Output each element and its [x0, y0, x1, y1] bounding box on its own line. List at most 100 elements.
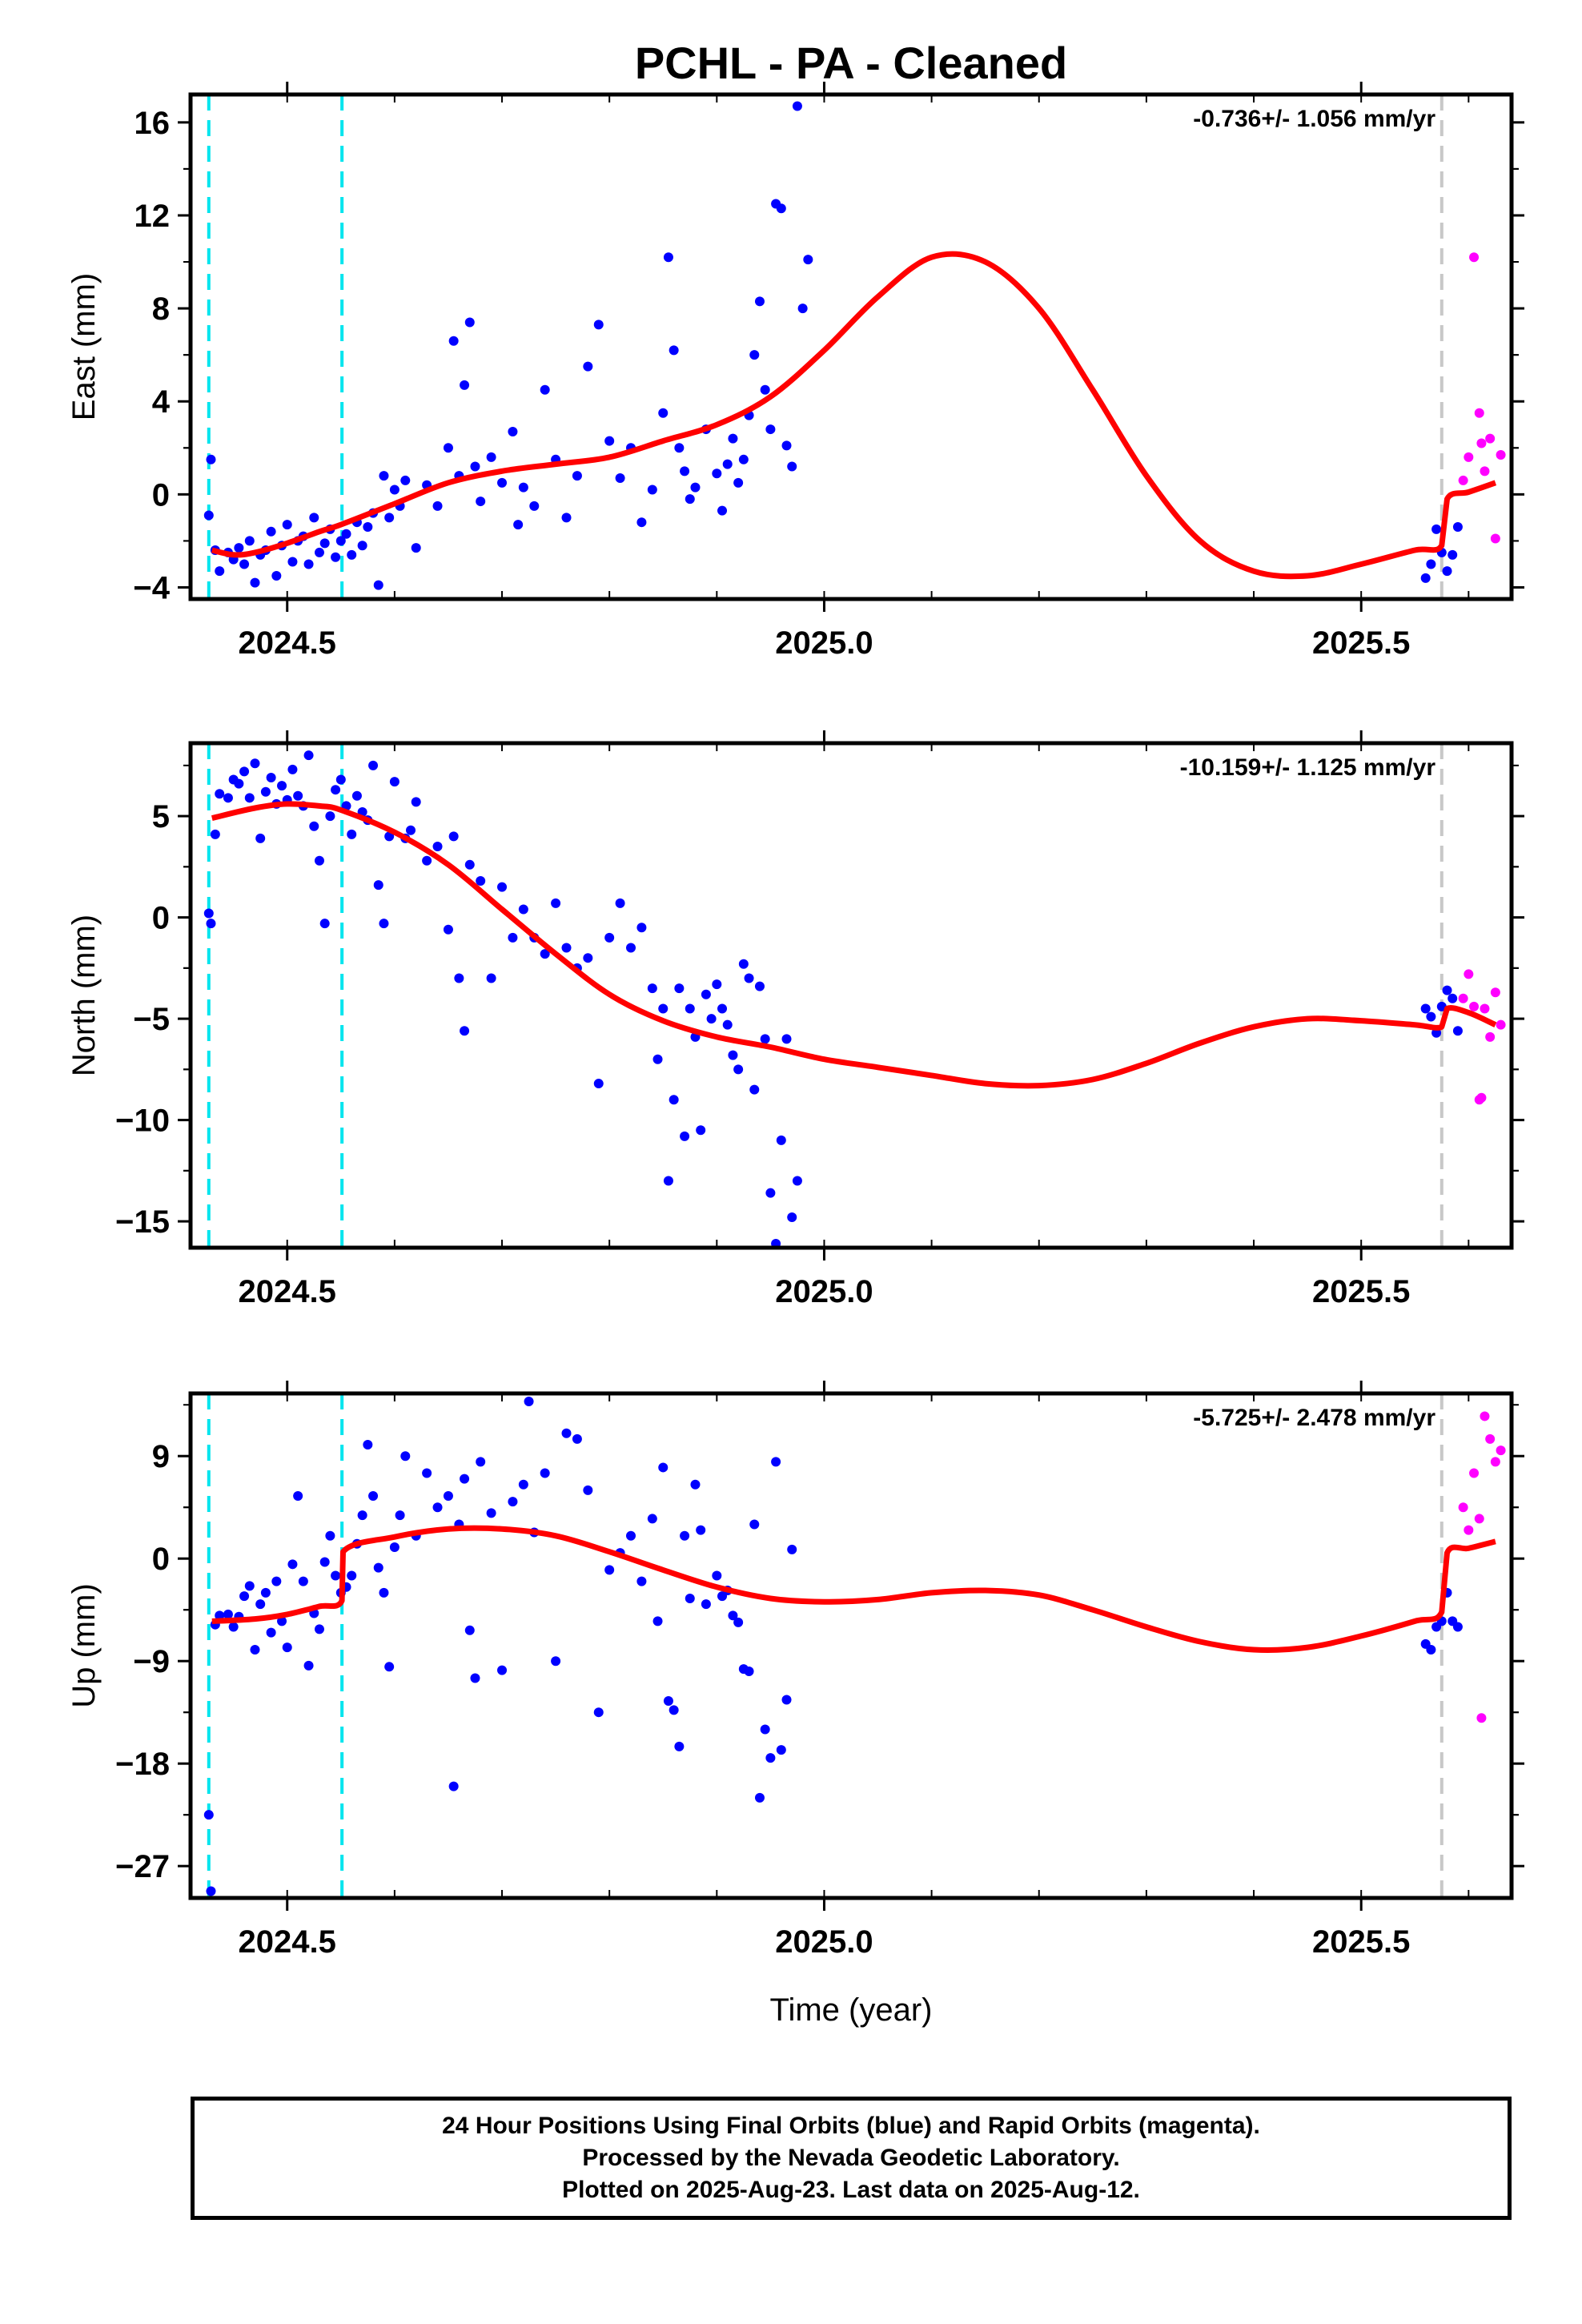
- final-orbit-point: [379, 919, 389, 929]
- final-orbit-point: [760, 1724, 770, 1735]
- final-orbit-point: [685, 494, 695, 505]
- final-orbit-point: [203, 1810, 214, 1820]
- rapid-orbit-point: [1485, 433, 1496, 444]
- final-orbit-point: [540, 1468, 550, 1478]
- model-fit-line: [211, 801, 1497, 1089]
- east-frame: [188, 92, 1514, 601]
- final-orbit-point: [508, 932, 518, 943]
- final-orbit-point: [497, 477, 508, 488]
- final-orbit-point: [529, 501, 540, 511]
- y-tick-label: 4: [152, 384, 171, 420]
- final-orbit-point: [760, 384, 770, 395]
- final-orbit-point: [486, 973, 496, 983]
- x-tick-label: 2025.5: [1312, 625, 1410, 661]
- final-orbit-point: [210, 829, 220, 839]
- final-orbit-point: [379, 1587, 389, 1598]
- up-y-axis-label: Up (mm): [66, 1583, 102, 1708]
- final-orbit-point: [728, 1610, 738, 1621]
- final-orbit-point: [680, 466, 690, 476]
- final-orbit-point: [395, 1510, 405, 1521]
- final-orbit-point: [448, 336, 459, 346]
- final-orbit-point: [486, 452, 496, 462]
- final-orbit-point: [384, 1662, 395, 1672]
- final-orbit-point: [347, 1570, 357, 1581]
- final-orbit-point: [486, 1508, 496, 1518]
- final-orbit-point: [765, 1753, 776, 1763]
- y-tick-label: −27: [115, 1849, 170, 1884]
- final-orbit-point: [432, 1502, 443, 1513]
- final-orbit-point: [389, 1542, 400, 1552]
- rapid-orbit-point: [1485, 1433, 1496, 1444]
- final-orbit-point: [615, 898, 625, 908]
- final-orbit-point: [722, 1019, 733, 1030]
- final-orbit-point: [744, 1666, 754, 1676]
- final-orbit-point: [771, 1457, 781, 1467]
- final-orbit-point: [658, 1462, 669, 1473]
- y-tick-label: −5: [133, 1002, 170, 1037]
- final-orbit-point: [293, 1490, 303, 1501]
- x-tick-label: 2025.0: [775, 625, 873, 661]
- final-orbit-point: [626, 943, 636, 953]
- north-plot-area: [203, 743, 1506, 1248]
- final-orbit-point: [432, 842, 443, 852]
- final-orbit-point: [712, 1570, 722, 1581]
- final-orbit-point: [309, 513, 319, 523]
- final-orbit-point: [266, 1627, 276, 1638]
- final-orbit-point: [508, 1497, 518, 1507]
- final-orbit-point: [411, 543, 421, 553]
- y-tick-label: −9: [133, 1644, 170, 1679]
- final-orbit-point: [303, 559, 314, 569]
- final-orbit-point: [776, 203, 786, 214]
- final-orbit-point: [293, 790, 303, 801]
- model-fit-line: [211, 251, 1497, 580]
- final-orbit-point: [733, 1617, 744, 1627]
- final-orbit-point: [583, 361, 593, 372]
- rapid-orbit-point: [1458, 1502, 1468, 1513]
- final-orbit-point: [347, 829, 357, 839]
- final-orbit-point: [460, 1026, 470, 1036]
- final-orbit-point: [357, 1510, 367, 1521]
- final-orbit-point: [1452, 522, 1463, 532]
- final-orbit-point: [1452, 1622, 1463, 1632]
- final-orbit-point: [733, 477, 744, 488]
- final-orbit-point: [287, 764, 298, 774]
- final-orbit-point: [754, 296, 765, 307]
- y-tick-label: −18: [115, 1747, 170, 1782]
- x-tick-label: 2025.0: [775, 1924, 873, 1960]
- final-orbit-point: [760, 1034, 770, 1044]
- final-orbit-point: [303, 1660, 314, 1671]
- rapid-orbit-point: [1476, 438, 1487, 448]
- final-orbit-point: [518, 482, 528, 493]
- final-orbit-point: [379, 471, 389, 481]
- final-orbit-point: [271, 1576, 282, 1586]
- rapid-orbit-point: [1496, 1445, 1506, 1456]
- final-orbit-point: [540, 949, 550, 959]
- final-orbit-point: [647, 983, 657, 994]
- final-orbit-point: [389, 485, 400, 495]
- final-orbit-point: [572, 471, 582, 481]
- final-orbit-point: [460, 380, 470, 390]
- final-orbit-point: [792, 101, 802, 111]
- up-panel: 2024.5 2025.0 2025.5 −27 −18 −9 0 9 -5.725+/- 2.…: [66, 1381, 1524, 1960]
- final-orbit-point: [690, 1479, 701, 1490]
- final-orbit-point: [266, 526, 276, 537]
- final-orbit-point: [754, 1792, 765, 1803]
- final-orbit-point: [781, 1695, 792, 1705]
- final-orbit-point: [476, 876, 486, 887]
- final-orbit-point: [787, 461, 797, 472]
- final-orbit-point: [298, 1576, 308, 1586]
- final-orbit-point: [476, 497, 486, 507]
- final-orbit-point: [749, 1519, 760, 1530]
- final-orbit-point: [738, 454, 749, 464]
- final-orbit-point: [287, 557, 298, 567]
- final-orbit-point: [690, 482, 701, 493]
- rapid-orbit-point: [1464, 1525, 1474, 1535]
- final-orbit-point: [776, 1135, 786, 1145]
- final-orbit-point: [266, 773, 276, 783]
- final-orbit-point: [411, 797, 421, 807]
- final-orbit-point: [215, 566, 225, 577]
- final-orbit-point: [685, 1003, 695, 1014]
- final-orbit-point: [754, 981, 765, 991]
- final-orbit-point: [561, 513, 572, 523]
- final-orbit-point: [206, 1886, 216, 1896]
